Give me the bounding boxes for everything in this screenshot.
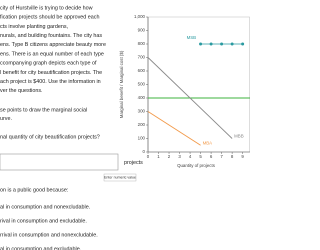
x-tick-label: 6 <box>210 154 213 159</box>
intro-text: nurals, and building fountains. The city… <box>0 33 102 39</box>
y-tick-label: 600 <box>138 68 146 73</box>
series-label: MBA <box>203 140 213 145</box>
y-tick-label: 200 <box>138 122 146 127</box>
x-tick-label: 5 <box>199 154 202 159</box>
x-tick-label: 9 <box>241 154 244 159</box>
answer-option[interactable]: al in consumption and excludable. <box>0 246 81 250</box>
series-point <box>230 42 234 46</box>
intro-text: ach project is $400. Use the information… <box>0 79 101 85</box>
series-point <box>209 42 213 46</box>
plot-area <box>147 16 250 153</box>
intro-text: ccompanying graph depicts each type of <box>0 61 97 67</box>
input-unit: projects <box>124 160 143 166</box>
intro-text: city of Hurstville is trying to decide h… <box>0 5 93 11</box>
x-tick-label: 0 <box>147 154 150 159</box>
y-tick-label: 500 <box>138 82 146 87</box>
y-tick-label: 1,000 <box>134 14 146 19</box>
x-tick-label: 3 <box>178 154 181 159</box>
screen: projects Enter numeric value nal quantit… <box>0 5 250 250</box>
intro-text: ens. Type B citizens appreciate beauty m… <box>0 42 106 48</box>
question-text: on is a public good because: <box>0 187 68 193</box>
x-tick-label: 7 <box>220 154 223 159</box>
intro-text: l benefit for city beautification projec… <box>0 70 102 76</box>
y-tick-label: 400 <box>138 95 146 100</box>
y-tick-label: 100 <box>138 136 146 141</box>
intro-text: ver the questions. <box>0 88 43 94</box>
series-label: MBB <box>234 134 244 139</box>
x-axis-label: Quantity of projects <box>177 163 216 168</box>
series-line <box>147 57 233 139</box>
hint-box <box>103 173 137 182</box>
y-tick-label: 800 <box>138 41 146 46</box>
series-line <box>147 111 201 146</box>
y-tick-label: 0 <box>143 149 146 154</box>
series-point <box>199 42 203 46</box>
answer-option[interactable]: rrival in consumption and nonexcludable. <box>0 232 98 238</box>
question-text: nal quantity of city beautification proj… <box>0 134 100 140</box>
instruction-text: urve. <box>0 116 12 122</box>
series-label: MSB <box>187 35 197 40</box>
input-hint: Enter numeric value <box>104 176 136 180</box>
x-tick-label: 2 <box>168 154 171 159</box>
answer-input[interactable] <box>0 153 119 171</box>
x-tick-label: 8 <box>231 154 234 159</box>
intro-text: fication projects should be approved eac… <box>0 15 100 21</box>
y-tick-label: 900 <box>138 28 146 33</box>
y-tick-label: 300 <box>138 109 146 114</box>
instruction-text: se points to draw the marginal social <box>0 107 87 113</box>
y-axis-label: Marginal benefit / Marginal cost ($) <box>119 50 124 118</box>
x-tick-label: 1 <box>157 154 160 159</box>
y-tick-label: 700 <box>138 55 146 60</box>
answer-option[interactable]: al in consumption and nonexcludable. <box>0 204 90 210</box>
x-tick-label: 4 <box>189 154 192 159</box>
page: {"question": { "intro": ["city of Hurstv… <box>0 5 250 250</box>
answer-option[interactable]: rival in consumption and excludable. <box>0 218 87 224</box>
intro-text: cts involve planting gardens, <box>0 24 69 30</box>
series-point <box>241 42 245 46</box>
intro-text: ens. There is an equal number of each ty… <box>0 51 104 57</box>
series-point <box>220 42 224 46</box>
